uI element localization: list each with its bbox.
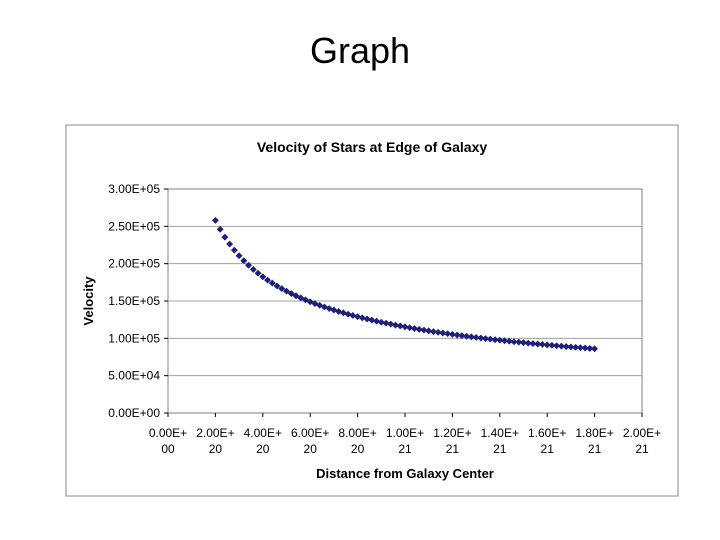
data-point (562, 342, 570, 351)
data-point (245, 261, 253, 269)
data-point (425, 327, 433, 335)
slide-title: Graph (309, 30, 411, 71)
y-tick-label: 1.50E+05 (108, 294, 160, 308)
data-point (529, 340, 537, 348)
data-point (434, 328, 442, 336)
x-tick-label: 1.60E+ 21 (528, 426, 566, 456)
data-point (287, 289, 295, 298)
data-point (263, 276, 272, 284)
x-tick-label: 6.00E+ 20 (291, 426, 329, 456)
data-point (278, 285, 286, 293)
data-point (401, 323, 409, 331)
data-point (216, 225, 224, 233)
data-point (524, 339, 532, 347)
data-point (354, 313, 362, 321)
data-point (553, 342, 561, 350)
data-point (486, 335, 494, 343)
x-tick-label: 1.00E+ 21 (386, 426, 424, 456)
data-point (368, 316, 376, 324)
x-axis-ticks: 0.00E+ 00 2.00E+ 20 4.00E+ 20 6.00E+ 20 8.00E+ 20… (149, 413, 661, 456)
chart-title: Velocity of Stars at Edge of Galaxy (257, 139, 488, 155)
data-point (548, 341, 556, 349)
data-point (500, 337, 509, 345)
data-point (211, 216, 219, 224)
x-tick-label: 2.00E+ 20 (196, 426, 234, 456)
data-point (358, 314, 366, 322)
data-point (505, 337, 513, 345)
data-point (249, 265, 257, 273)
x-tick-label: 1.80E+ 21 (575, 426, 613, 456)
data-point (543, 341, 551, 349)
data-point (420, 326, 428, 334)
data-point (391, 321, 400, 329)
x-tick-label: 1.40E+ 21 (481, 426, 519, 456)
x-tick-label: 4.00E+ 20 (244, 426, 282, 456)
y-axis-ticks: 0.00E+00 5.00E+04 1.00E+05 1.50E+05 2.00E+05… (108, 182, 168, 420)
data-point (406, 324, 414, 332)
data-point (221, 233, 229, 241)
data-point (463, 332, 471, 340)
data-point (429, 328, 437, 336)
data-point (377, 318, 385, 326)
x-tick-label: 0.00E+ 00 (149, 426, 187, 456)
data-point (453, 331, 461, 339)
data-point (292, 292, 300, 300)
data-point (439, 329, 447, 337)
data-point (363, 315, 371, 323)
data-point (230, 246, 238, 254)
data-point (373, 317, 381, 325)
data-point (576, 344, 584, 352)
data-point (254, 269, 262, 277)
data-point (534, 340, 542, 348)
data-series (211, 216, 599, 353)
data-point (515, 338, 523, 346)
data-point (472, 333, 480, 341)
data-point (482, 335, 490, 343)
data-point (382, 319, 390, 327)
data-point (491, 336, 499, 344)
x-axis-label: Distance from Galaxy Center (316, 466, 494, 481)
data-point (410, 324, 419, 333)
y-tick-label: 1.00E+05 (108, 331, 160, 345)
x-tick-label: 1.20E+ 21 (433, 426, 471, 456)
data-point (396, 322, 404, 330)
data-point (572, 343, 580, 351)
data-point (415, 325, 423, 333)
y-tick-label: 0.00E+00 (108, 406, 160, 420)
data-point (448, 330, 456, 338)
y-tick-label: 5.00E+04 (108, 369, 160, 383)
y-tick-label: 3.00E+05 (108, 182, 160, 196)
y-tick-label: 2.00E+05 (108, 257, 160, 271)
data-point (519, 339, 528, 347)
data-point (235, 252, 243, 260)
data-point (510, 338, 518, 346)
data-point (477, 334, 485, 342)
data-point (273, 282, 281, 290)
data-point (259, 273, 267, 281)
x-tick-label: 8.00E+ 20 (338, 426, 376, 456)
data-point (444, 330, 452, 338)
data-point (268, 279, 276, 287)
data-point (496, 336, 504, 344)
data-point (240, 257, 248, 265)
data-point (387, 320, 395, 328)
data-point (591, 345, 599, 353)
data-point (458, 332, 466, 340)
data-point (581, 344, 589, 352)
x-tick-label: 2.00E+ 21 (623, 426, 661, 456)
data-point (567, 343, 575, 351)
data-point (538, 340, 547, 349)
data-point (226, 240, 234, 248)
y-axis-label: Velocity (81, 276, 96, 326)
data-point (282, 287, 291, 295)
data-point (586, 344, 594, 352)
y-tick-label: 2.50E+05 (108, 219, 160, 233)
data-point (467, 333, 475, 341)
data-point (557, 342, 565, 350)
